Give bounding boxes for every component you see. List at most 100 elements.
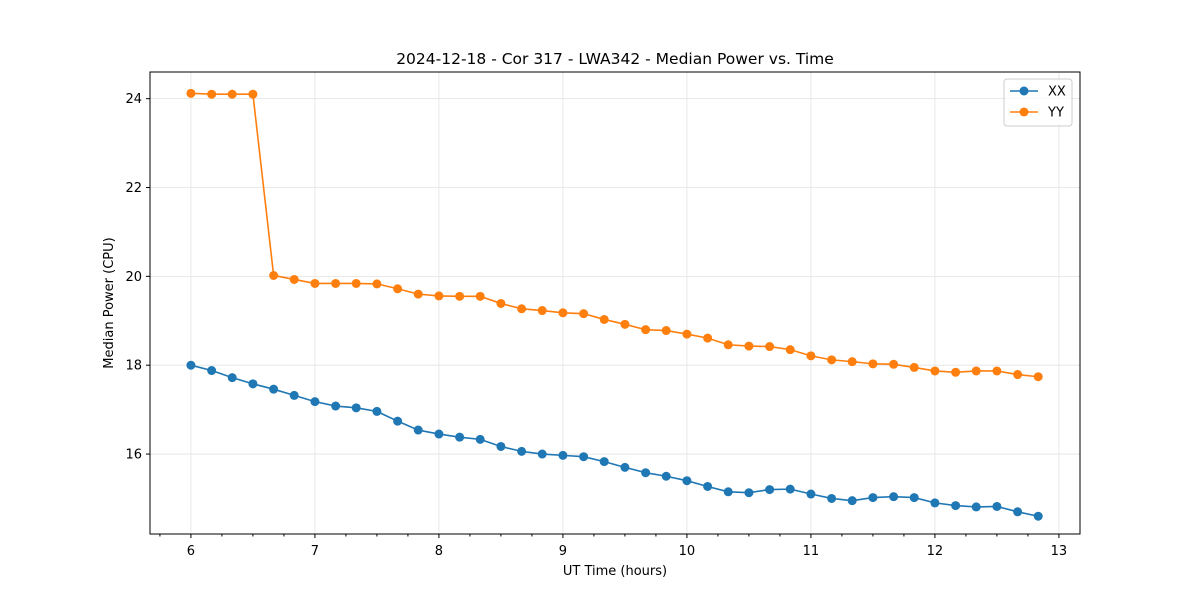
data-point-yy (517, 304, 527, 314)
x-tick-label: 12 (927, 544, 944, 559)
data-point-xx (744, 488, 754, 498)
data-point-yy (641, 325, 651, 335)
data-point-xx (537, 449, 547, 459)
data-point-yy (372, 279, 382, 289)
data-point-yy (765, 342, 775, 352)
data-point-yy (351, 278, 361, 288)
data-point-xx (372, 406, 382, 416)
data-point-yy (310, 278, 320, 288)
x-tick-label: 8 (435, 544, 443, 559)
data-point-xx (475, 434, 485, 444)
legend-marker (1019, 86, 1029, 96)
x-tick-label: 6 (187, 544, 195, 559)
data-point-yy (558, 308, 568, 318)
data-point-yy (579, 309, 589, 319)
data-point-yy (475, 291, 485, 301)
y-axis-label: Median Power (CPU) (102, 237, 117, 368)
data-point-xx (847, 496, 857, 506)
data-point-yy (496, 298, 506, 308)
y-tick-label: 22 (125, 181, 142, 196)
data-point-yy (331, 278, 341, 288)
y-tick-label: 18 (125, 359, 142, 374)
data-point-xx (827, 493, 837, 503)
data-point-xx (723, 487, 733, 497)
data-point-yy (393, 284, 403, 294)
data-point-yy (248, 89, 258, 99)
series-yy (186, 88, 1043, 382)
data-point-xx (331, 401, 341, 411)
data-point-xx (207, 366, 217, 376)
legend-label: YY (1047, 106, 1064, 121)
data-point-yy (847, 357, 857, 367)
data-point-yy (620, 319, 630, 329)
data-point-yy (455, 291, 465, 301)
data-point-yy (661, 326, 671, 336)
data-point-yy (434, 291, 444, 301)
data-point-xx (971, 502, 981, 512)
data-point-xx (1013, 507, 1023, 517)
plot-frame (149, 71, 1081, 535)
data-series (186, 88, 1043, 521)
data-point-yy (868, 359, 878, 369)
y-tick-label: 24 (125, 92, 142, 107)
data-point-yy (537, 306, 547, 316)
x-axis-label: UT Time (hours) (563, 564, 667, 579)
data-point-xx (785, 484, 795, 494)
data-point-xx (413, 425, 423, 435)
data-point-xx (599, 457, 609, 467)
data-point-yy (703, 333, 713, 343)
data-point-xx (455, 432, 465, 442)
data-point-yy (992, 366, 1002, 376)
y-tick-label: 20 (125, 270, 142, 285)
data-point-yy (744, 341, 754, 351)
data-point-xx (765, 485, 775, 495)
data-point-yy (930, 366, 940, 376)
data-point-xx (351, 403, 361, 413)
data-point-xx (579, 452, 589, 462)
series-xx (186, 360, 1043, 521)
data-point-xx (310, 397, 320, 407)
data-point-yy (186, 88, 196, 98)
data-point-yy (909, 362, 919, 372)
data-point-xx (682, 476, 692, 486)
data-point-xx (517, 446, 527, 456)
grid-lines (150, 72, 1080, 534)
x-tick-label: 7 (311, 544, 319, 559)
data-point-yy (289, 274, 299, 284)
data-point-xx (661, 471, 671, 481)
data-point-xx (909, 493, 919, 503)
series-line-yy (190, 92, 1039, 378)
x-tick-label: 11 (803, 544, 820, 559)
data-point-yy (723, 340, 733, 350)
data-point-xx (496, 441, 506, 451)
x-tick-label: 10 (679, 544, 696, 559)
series-line-xx (190, 364, 1039, 518)
data-point-xx (641, 468, 651, 478)
data-point-xx (248, 379, 258, 389)
data-point-yy (951, 367, 961, 377)
data-point-xx (1033, 511, 1043, 521)
x-tick-label: 13 (1051, 544, 1068, 559)
data-point-xx (889, 492, 899, 502)
data-point-xx (951, 501, 961, 511)
legend: XX YY (1003, 78, 1073, 127)
data-point-yy (682, 329, 692, 339)
data-point-xx (992, 501, 1002, 511)
data-point-yy (1013, 370, 1023, 380)
data-point-xx (227, 373, 237, 383)
legend-entry-xx: XX (1010, 85, 1066, 100)
data-point-yy (827, 355, 837, 365)
data-point-xx (269, 384, 279, 394)
data-point-yy (207, 89, 217, 99)
x-tick-label: 9 (559, 544, 567, 559)
y-tick-label: 16 (125, 448, 142, 463)
data-point-xx (620, 462, 630, 472)
data-point-xx (393, 416, 403, 426)
data-point-xx (186, 360, 196, 370)
data-point-yy (413, 289, 423, 299)
data-point-xx (703, 481, 713, 491)
data-point-xx (930, 498, 940, 508)
axis-ticks: 6 7 8 9 10 11 12 13 16 18 20 22 24 (125, 92, 1067, 559)
data-point-xx (434, 429, 444, 439)
